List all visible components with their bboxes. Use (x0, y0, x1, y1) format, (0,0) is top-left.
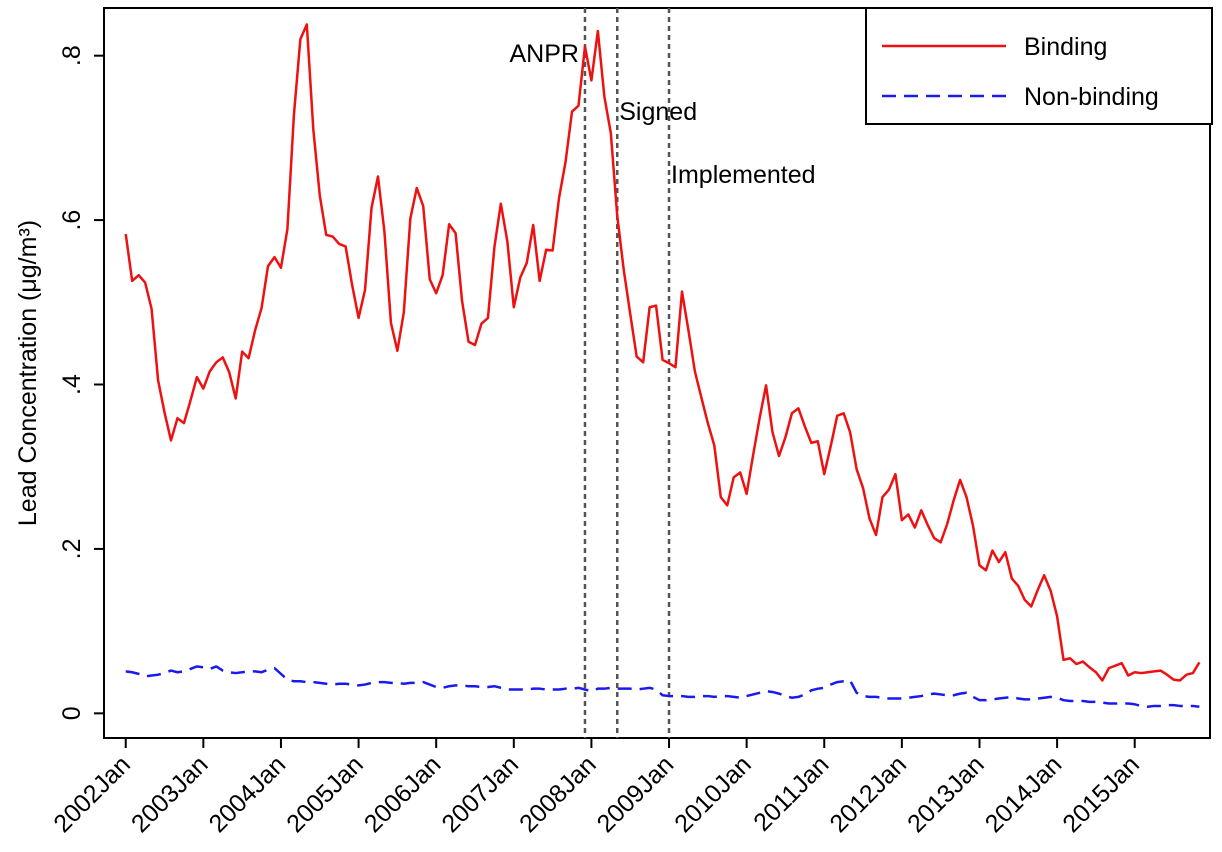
x-tick-label: 2014Jan (980, 750, 1068, 838)
event-label: Signed (619, 98, 697, 126)
y-tick-label: .6 (58, 210, 86, 231)
event-label: Implemented (671, 161, 816, 189)
legend-label: Non-binding (1024, 83, 1159, 111)
x-tick-label: 2003Jan (126, 750, 214, 838)
x-tick-label: 2011Jan (748, 750, 834, 836)
x-tick-label: 2013Jan (902, 750, 990, 838)
y-axis-label: Lead Concentration (μg/m³) (14, 220, 42, 526)
x-tick-label: 2007Jan (436, 750, 524, 838)
data-line (124, 23, 1201, 682)
x-tick-label: 2015Jan (1057, 750, 1145, 838)
x-tick-label: 2012Jan (824, 750, 912, 838)
x-tick-label: 2009Jan (592, 750, 680, 838)
x-tick-label: 2002Jan (48, 750, 136, 838)
legend-box (865, 7, 1213, 125)
y-tick-label: .8 (58, 45, 86, 66)
x-tick-label: 2008Jan (514, 750, 602, 838)
data-line (125, 665, 1200, 709)
y-tick-label: .2 (58, 538, 86, 559)
y-tick-label: .4 (58, 374, 86, 395)
x-tick-label: 2010Jan (669, 750, 757, 838)
y-tick-label: 0 (58, 706, 86, 720)
x-tick-label: 2006Jan (359, 750, 447, 838)
event-label: ANPR (510, 40, 579, 68)
x-tick-label: 2004Jan (204, 750, 292, 838)
x-tick-label: 2005Jan (281, 750, 369, 838)
legend-label: Binding (1024, 33, 1107, 61)
plot-frame (103, 7, 1211, 739)
